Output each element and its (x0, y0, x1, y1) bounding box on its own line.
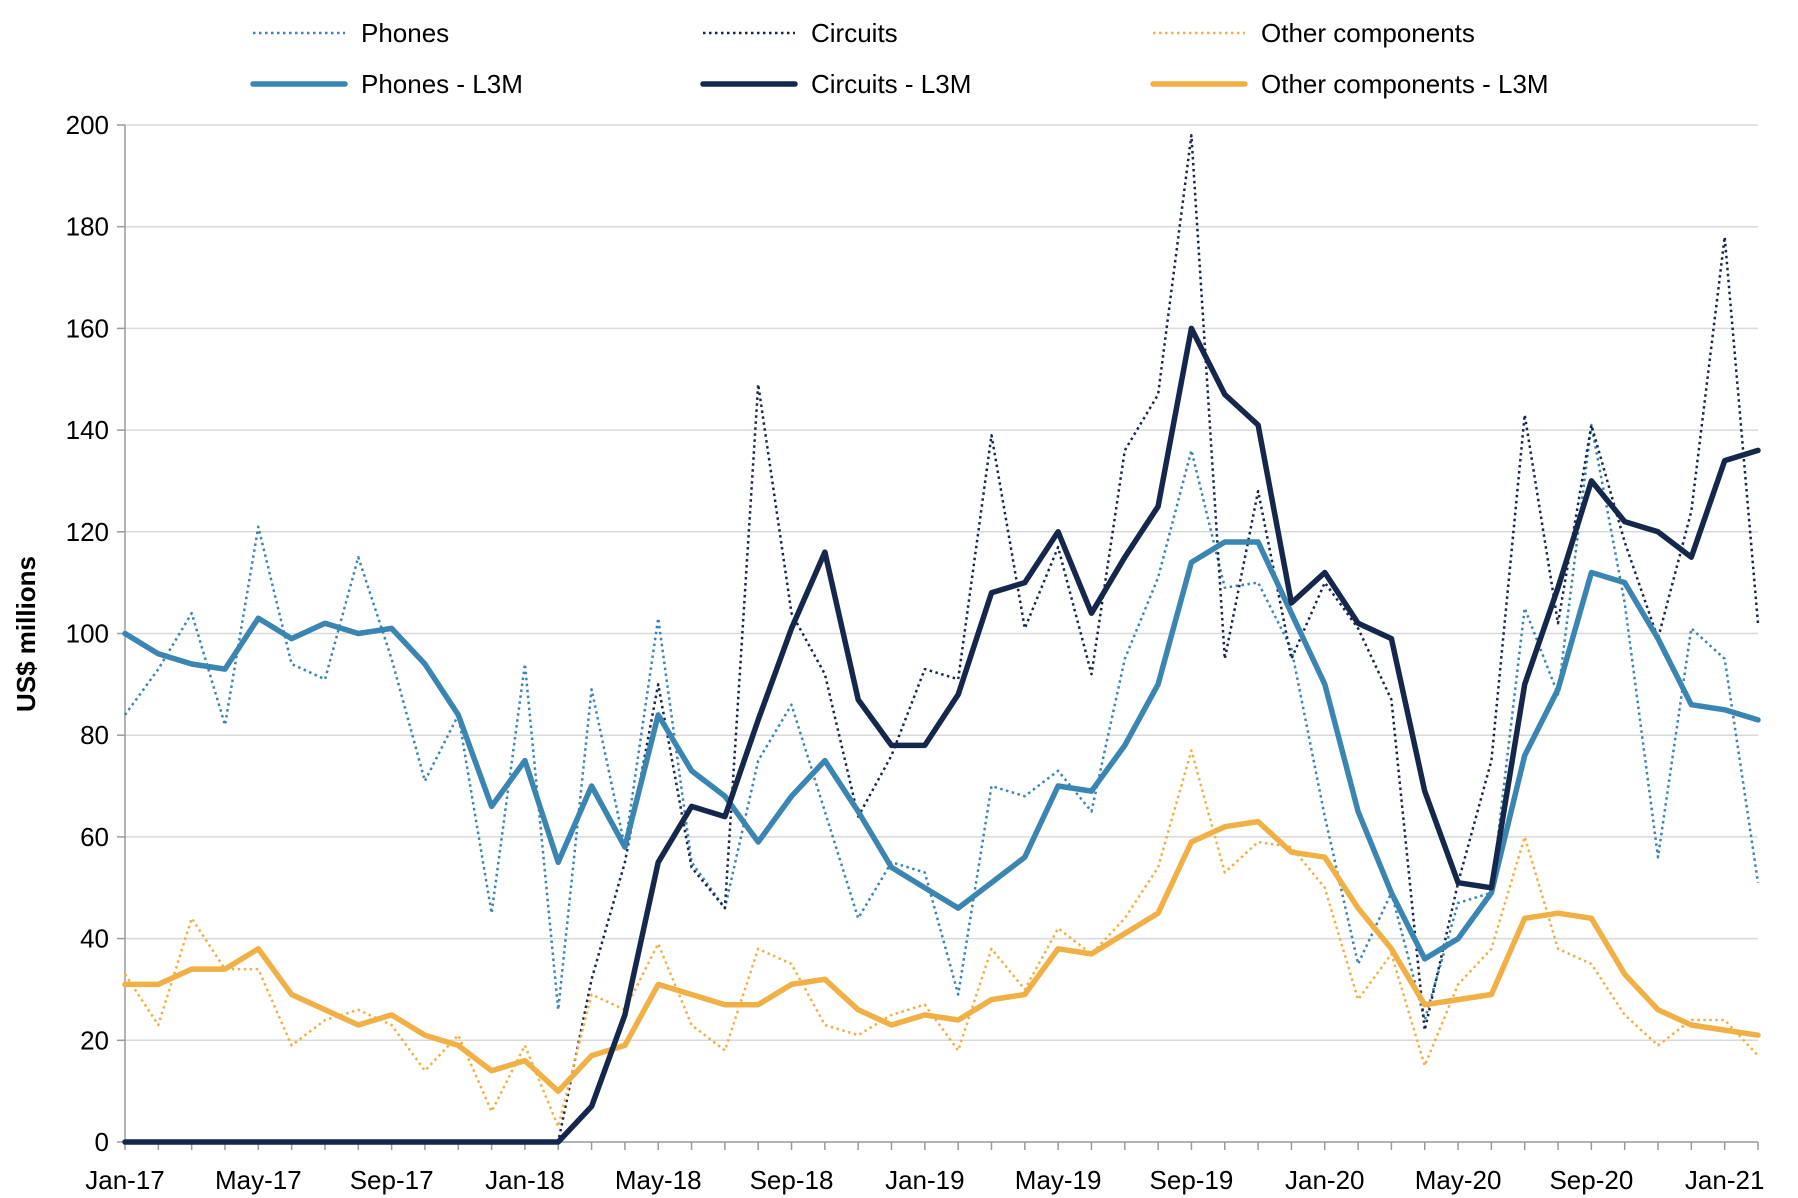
x-tick-label: Sep-17 (350, 1165, 434, 1195)
x-tick-label: Jan-21 (1685, 1165, 1765, 1195)
series-line-circuits-l3m (122, 325, 1761, 1145)
y-axis-ticks: 0 20 40 60 80 100 120 140 160 180 200 (66, 110, 125, 1157)
legend: Phones Circuits Other components Phones - L… (250, 18, 1549, 99)
series-line-phones-l3m (122, 539, 1761, 962)
legend-label-other-components: Other components (1261, 18, 1475, 48)
y-tick-label: 200 (66, 110, 109, 140)
y-tick-label: 80 (80, 720, 109, 750)
x-tick-label: May-18 (615, 1165, 702, 1195)
y-tick-label: 160 (66, 313, 109, 343)
legend-label-phones-l3m: Phones - L3M (361, 69, 523, 99)
series-group (122, 133, 1761, 1145)
y-axis-title: US$ millions (11, 556, 41, 712)
y-tick-label: 0 (95, 1127, 109, 1157)
y-tick-label: 140 (66, 415, 109, 445)
series-line-phones (123, 423, 1760, 1022)
x-tick-label: Sep-19 (1150, 1165, 1234, 1195)
x-tick-label: Jan-18 (485, 1165, 565, 1195)
series-line-circuits (125, 133, 1760, 1144)
y-tick-label: 120 (66, 517, 109, 547)
y-tick-label: 100 (66, 619, 109, 649)
y-tick-label: 180 (66, 212, 109, 242)
gridlines (125, 124, 1758, 1042)
legend-label-circuits-l3m: Circuits - L3M (811, 69, 971, 99)
x-tick-label: Jan-19 (885, 1165, 965, 1195)
x-tick-label: Sep-20 (1549, 1165, 1633, 1195)
y-tick-label: 60 (80, 822, 109, 852)
x-axis-ticks: Jan-17 May-17 Sep-17 Jan-18 May-18 Sep-18 Jan-… (85, 1142, 1764, 1195)
x-tick-label: May-20 (1415, 1165, 1502, 1195)
y-tick-label: 40 (80, 924, 109, 954)
x-tick-label: Sep-18 (750, 1165, 834, 1195)
legend-label-other-components-l3m: Other components - L3M (1261, 69, 1549, 99)
series-line-other-components-l3m (122, 818, 1761, 1094)
x-tick-label: Jan-20 (1285, 1165, 1365, 1195)
x-tick-label: May-17 (215, 1165, 302, 1195)
legend-label-phones: Phones (361, 18, 449, 48)
x-tick-label: May-19 (1015, 1165, 1102, 1195)
y-tick-label: 20 (80, 1025, 109, 1055)
x-tick-label: Jan-17 (85, 1165, 165, 1195)
legend-label-circuits: Circuits (811, 18, 898, 48)
